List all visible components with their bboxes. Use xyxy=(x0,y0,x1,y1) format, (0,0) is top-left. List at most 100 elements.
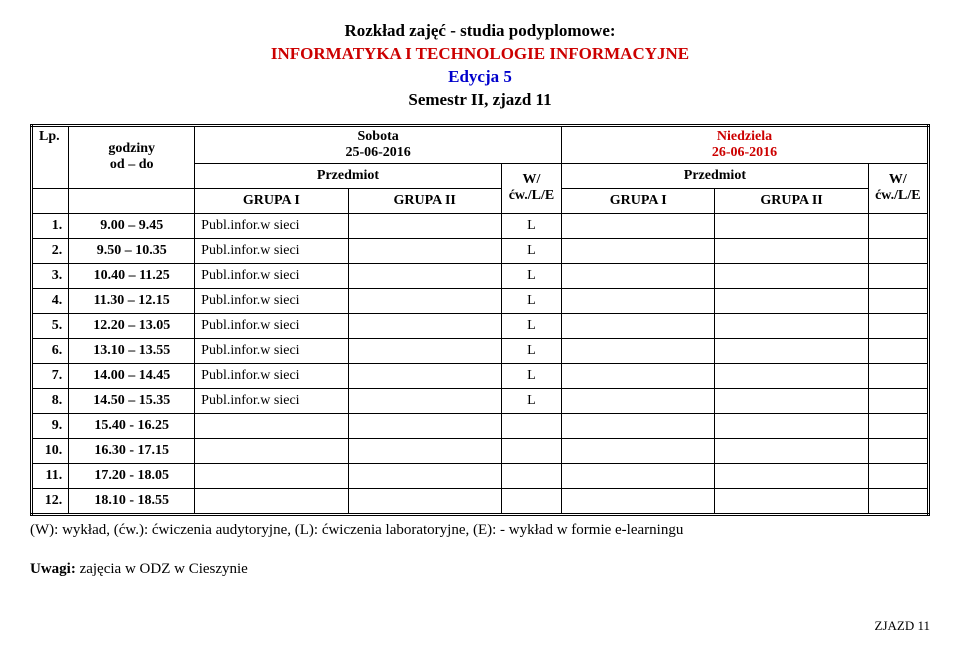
cell-sat-g1 xyxy=(195,488,348,514)
cell-sun-g1 xyxy=(562,238,715,263)
cell-sun-wl xyxy=(868,338,928,363)
header-line-1: Rozkład zajęć - studia podyplomowe: xyxy=(30,20,930,43)
col-lp-header: Lp. xyxy=(32,125,69,188)
footer-zjazd: ZJAZD 11 xyxy=(30,618,930,634)
cell-sun-g2 xyxy=(715,288,868,313)
table-row: 1.9.00 – 9.45Publ.infor.w sieci L xyxy=(32,213,929,238)
cell-sat-g1 xyxy=(195,463,348,488)
col-oddo-header: od – do xyxy=(75,157,188,173)
cell-sat-wl xyxy=(501,488,561,514)
cell-sun-wl xyxy=(868,213,928,238)
cell-lp: 7. xyxy=(32,363,69,388)
cell-sun-g2 xyxy=(715,388,868,413)
cell-time: 14.00 – 14.45 xyxy=(69,363,195,388)
sun-wl-header: W/ ćw./L/E xyxy=(868,163,928,213)
cell-sun-g2 xyxy=(715,313,868,338)
table-row: 5.12.20 – 13.05Publ.infor.w sieciL xyxy=(32,313,929,338)
cell-sat-g2 xyxy=(348,238,501,263)
cell-time: 18.10 - 18.55 xyxy=(69,488,195,514)
cell-sun-g2 xyxy=(715,438,868,463)
sun-grupa2-header: GRUPA II xyxy=(715,188,868,213)
cell-sun-g1 xyxy=(562,488,715,514)
sat-grupa1-header: GRUPA I xyxy=(195,188,348,213)
cell-sat-g1: Publ.infor.w sieci xyxy=(195,388,348,413)
cell-lp: 6. xyxy=(32,338,69,363)
cell-lp: 8. xyxy=(32,388,69,413)
cell-time: 17.20 - 18.05 xyxy=(69,463,195,488)
table-row: 2.9.50 – 10.35Publ.infor.w sieciL xyxy=(32,238,929,263)
cell-sat-wl: L xyxy=(501,288,561,313)
cell-sat-g2 xyxy=(348,388,501,413)
cell-sun-g1 xyxy=(562,438,715,463)
cell-time: 16.30 - 17.15 xyxy=(69,438,195,463)
uwagi-label: Uwagi: xyxy=(30,561,76,577)
cell-sun-g2 xyxy=(715,463,868,488)
cell-sun-wl xyxy=(868,238,928,263)
cell-sun-g2 xyxy=(715,338,868,363)
cell-sun-wl xyxy=(868,488,928,514)
cell-sat-g2 xyxy=(348,488,501,514)
sunday-date: 26-06-2016 xyxy=(568,145,921,161)
header-line-4: Semestr II, zjazd 11 xyxy=(30,89,930,112)
cell-sat-g2 xyxy=(348,413,501,438)
cell-sat-wl: L xyxy=(501,263,561,288)
cell-sun-wl xyxy=(868,388,928,413)
saturday-label: Sobota xyxy=(201,129,555,145)
cell-sat-g1: Publ.infor.w sieci xyxy=(195,363,348,388)
table-row: 9.15.40 - 16.25 xyxy=(32,413,929,438)
header-line-3: Edycja 5 xyxy=(30,66,930,89)
uwagi-line: Uwagi: zajęcia w ODZ w Cieszynie xyxy=(30,561,930,578)
cell-sun-wl xyxy=(868,438,928,463)
cell-sat-wl: L xyxy=(501,238,561,263)
saturday-date: 25-06-2016 xyxy=(201,145,555,161)
table-row: 12.18.10 - 18.55 xyxy=(32,488,929,514)
cell-sat-g1: Publ.infor.w sieci xyxy=(195,263,348,288)
cell-lp: 4. xyxy=(32,288,69,313)
table-row: 7.14.00 – 14.45Publ.infor.w sieci L xyxy=(32,363,929,388)
cell-time: 9.00 – 9.45 xyxy=(69,213,195,238)
cell-sun-g1 xyxy=(562,263,715,288)
cell-time: 12.20 – 13.05 xyxy=(69,313,195,338)
cell-sat-wl: L xyxy=(501,363,561,388)
cell-sat-g2 xyxy=(348,438,501,463)
cell-time: 13.10 – 13.55 xyxy=(69,338,195,363)
table-row: 10.16.30 - 17.15 xyxy=(32,438,929,463)
cell-sat-g2 xyxy=(348,263,501,288)
cell-sun-g1 xyxy=(562,313,715,338)
cell-sun-g2 xyxy=(715,213,868,238)
cell-sun-wl xyxy=(868,263,928,288)
sunday-label: Niedziela xyxy=(568,129,921,145)
cell-sat-wl xyxy=(501,413,561,438)
cell-time: 10.40 – 11.25 xyxy=(69,263,195,288)
cell-sun-g2 xyxy=(715,238,868,263)
cell-sun-wl xyxy=(868,463,928,488)
table-row: 3.10.40 – 11.25Publ.infor.w sieciL xyxy=(32,263,929,288)
cell-sat-wl: L xyxy=(501,213,561,238)
cell-sat-g2 xyxy=(348,463,501,488)
table-row: 11.17.20 - 18.05 xyxy=(32,463,929,488)
cell-lp: 10. xyxy=(32,438,69,463)
cell-sat-g1 xyxy=(195,438,348,463)
cell-sat-g2 xyxy=(348,338,501,363)
legend-text: (W): wykład, (ćw.): ćwiczenia audytoryjn… xyxy=(30,522,930,539)
cell-sat-wl xyxy=(501,463,561,488)
sun-przedmiot-header: Przedmiot xyxy=(562,163,869,188)
cell-sun-g1 xyxy=(562,388,715,413)
sat-wl-header: W/ ćw./L/E xyxy=(501,163,561,213)
cell-sat-g1: Publ.infor.w sieci xyxy=(195,238,348,263)
sat-grupa2-header: GRUPA II xyxy=(348,188,501,213)
sunday-header: Niedziela 26-06-2016 xyxy=(562,125,929,163)
table-row: 8.14.50 – 15.35Publ.infor.w sieciL xyxy=(32,388,929,413)
uwagi-text: zajęcia w ODZ w Cieszynie xyxy=(80,561,248,577)
cell-sat-wl: L xyxy=(501,313,561,338)
cell-sat-wl xyxy=(501,438,561,463)
cell-lp: 9. xyxy=(32,413,69,438)
cell-sun-g2 xyxy=(715,363,868,388)
cell-lp: 11. xyxy=(32,463,69,488)
schedule-table: Lp. godziny od – do Sobota 25-06-2016 Ni… xyxy=(30,124,930,516)
cell-sun-wl xyxy=(868,313,928,338)
cell-lp: 1. xyxy=(32,213,69,238)
cell-sun-g1 xyxy=(562,338,715,363)
cell-sat-g2 xyxy=(348,363,501,388)
cell-sat-g1: Publ.infor.w sieci xyxy=(195,213,348,238)
